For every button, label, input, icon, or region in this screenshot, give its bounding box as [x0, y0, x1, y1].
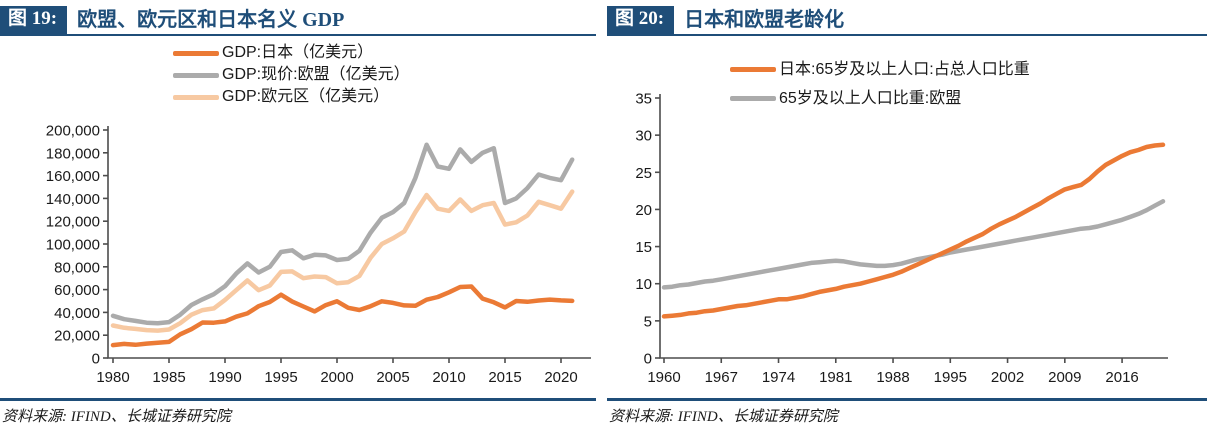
- x-tick-label: 2000: [320, 369, 353, 386]
- y-tick-label: 30: [635, 128, 652, 145]
- x-tick-label: 2010: [432, 369, 465, 386]
- aging-line-chart: 0 5 10 15 20 25 30 35 1960 1967 1974 1981 1988 1995 20…: [635, 91, 1168, 386]
- y-tick-label: 10: [635, 276, 652, 293]
- x-tick-label: 1995: [264, 369, 297, 386]
- x-tick-label: 2020: [544, 369, 577, 386]
- y-tick-label: 0: [644, 351, 652, 368]
- y-tick-label: 20: [635, 202, 652, 219]
- y-tick-label: 80,000: [54, 259, 100, 276]
- y-tick-label: 100,000: [46, 237, 100, 254]
- y-tick-label: 140,000: [46, 191, 100, 208]
- figure-20-title: 日本和欧盟老龄化: [684, 9, 845, 31]
- x-tick-label: 1974: [762, 369, 795, 386]
- legend-label: GDP:欧元区（亿美元）: [222, 88, 390, 105]
- legend-label: GDP:日本（亿美元）: [222, 44, 374, 61]
- x-tick-label: 1980: [96, 369, 129, 386]
- y-tick-label: 60,000: [54, 282, 100, 299]
- figure-20-source: 资料来源: IFIND、长城证券研究院: [609, 409, 838, 425]
- y-tick-label: 160,000: [46, 168, 100, 185]
- y-tick-label: 40,000: [54, 305, 100, 322]
- y-tick-label: 180,000: [46, 145, 100, 162]
- y-tick-label: 0: [92, 351, 100, 368]
- x-tick-label: 2002: [991, 369, 1024, 386]
- legend-item-japan-aging: 日本:65岁及以上人口:占总人口比重: [730, 55, 1030, 84]
- legend-item-eu-gdp: GDP:现价:欧盟（亿美元）: [173, 64, 410, 86]
- x-tick-label: 2015: [488, 369, 521, 386]
- y-tick-label: 35: [635, 91, 652, 108]
- legend-item-eurozone-gdp: GDP:欧元区（亿美元）: [173, 86, 410, 108]
- y-tick-label: 25: [635, 165, 652, 182]
- x-tick-label: 2005: [376, 369, 409, 386]
- y-tick-label: 120,000: [46, 214, 100, 231]
- figure-20-header: 图 20: 日本和欧盟老龄化: [607, 6, 844, 34]
- figure-20-panel: 图 20: 日本和欧盟老龄化 日本:65岁及以上人口:占总人口比重 65岁及以上人…: [607, 0, 1207, 436]
- legend-label: GDP:现价:欧盟（亿美元）: [222, 66, 410, 83]
- x-tick-label: 1988: [876, 369, 909, 386]
- figure-20-legend: 日本:65岁及以上人口:占总人口比重 65岁及以上人口比重:欧盟: [730, 55, 1030, 113]
- y-tick-label: 20,000: [54, 328, 100, 345]
- figure-19-title-rule: [0, 34, 596, 36]
- x-tick-label: 1967: [705, 369, 738, 386]
- figure-19-panel: 图 19: 欧盟、欧元区和日本名义 GDP GDP:日本（亿美元） GDP:现价:…: [0, 0, 596, 436]
- y-tick-label: 15: [635, 239, 652, 256]
- figure-19-legend: GDP:日本（亿美元） GDP:现价:欧盟（亿美元） GDP:欧元区（亿美元）: [173, 42, 410, 108]
- figure-19-header: 图 19: 欧盟、欧元区和日本名义 GDP: [0, 6, 344, 34]
- eurozone-line-swatch: [173, 94, 219, 100]
- figure-20-title-rule: [607, 34, 1207, 36]
- series-line: [110, 189, 575, 333]
- legend-label: 65岁及以上人口比重:欧盟: [779, 89, 962, 107]
- series-line: [110, 284, 575, 348]
- series-line: [110, 142, 575, 326]
- x-tick-label: 1981: [819, 369, 852, 386]
- figure-19-tag: 图 19:: [0, 6, 68, 34]
- legend-item-eu-aging: 65岁及以上人口比重:欧盟: [730, 84, 1030, 113]
- figure-19-title: 欧盟、欧元区和日本名义 GDP: [77, 9, 345, 31]
- japan-line-swatch: [730, 67, 776, 72]
- x-tick-label: 1960: [647, 369, 680, 386]
- legend-label: 日本:65岁及以上人口:占总人口比重: [779, 60, 1030, 78]
- series-line: [661, 199, 1166, 290]
- eu-line-swatch: [173, 72, 219, 78]
- y-tick-label: 200,000: [46, 123, 100, 140]
- x-tick-label: 1985: [152, 369, 185, 386]
- legend-item-japan-gdp: GDP:日本（亿美元）: [173, 42, 410, 64]
- x-tick-label: 1995: [934, 369, 967, 386]
- x-tick-label: 1990: [208, 369, 241, 386]
- series-line: [661, 142, 1166, 319]
- gdp-line-chart: 0 20,000 40,000 60,000 80,000 100,000 120,000 1…: [46, 123, 591, 386]
- figure-19-source: 资料来源: IFIND、长城证券研究院: [2, 409, 231, 425]
- japan-line-swatch: [173, 50, 219, 56]
- x-tick-label: 2016: [1105, 369, 1138, 386]
- y-tick-label: 5: [644, 313, 652, 330]
- x-tick-label: 2009: [1048, 369, 1081, 386]
- figure-20-bottom-rule: [607, 398, 1207, 401]
- figure-19-bottom-rule: [0, 398, 596, 401]
- figure-20-tag: 图 20:: [607, 6, 675, 34]
- eu-line-swatch: [730, 96, 776, 101]
